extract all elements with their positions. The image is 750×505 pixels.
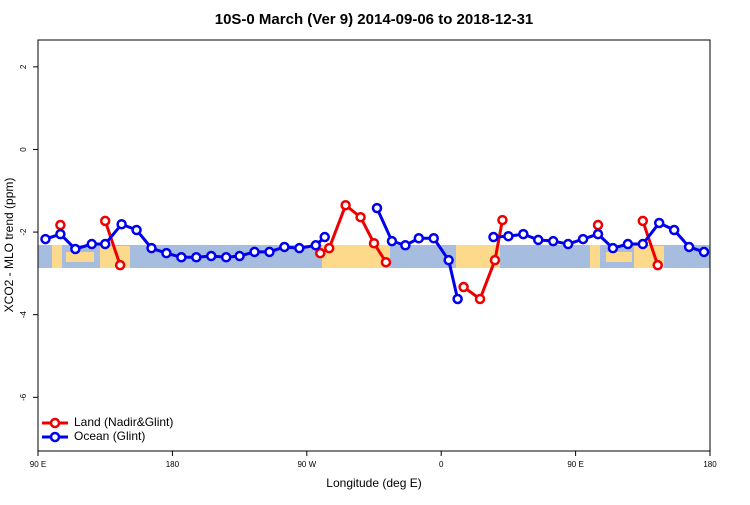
x-tick-label: 0 [439, 460, 444, 469]
point [99, 238, 111, 250]
point [413, 233, 425, 244]
point [131, 224, 142, 236]
point [314, 247, 326, 259]
point [161, 247, 172, 259]
point [86, 238, 98, 250]
point [518, 228, 529, 240]
point [191, 252, 202, 263]
chart-title: 10S-0 March (Ver 9) 2014-09-06 to 2018-1… [215, 11, 534, 28]
point [294, 242, 305, 254]
point [652, 259, 663, 271]
point [458, 281, 469, 293]
point [503, 230, 514, 242]
point [428, 233, 439, 244]
point [234, 250, 245, 262]
legend-marker [49, 417, 61, 429]
point [622, 238, 634, 250]
point [323, 242, 335, 254]
point [637, 215, 649, 227]
point [637, 238, 649, 250]
point [497, 214, 508, 226]
legend-label: Ocean (Glint) [74, 429, 145, 443]
point [474, 293, 486, 305]
point [607, 242, 619, 254]
point [698, 246, 710, 258]
point [70, 243, 81, 255]
point [592, 219, 604, 231]
point [114, 259, 126, 271]
point [319, 231, 330, 243]
point [533, 234, 544, 246]
point [264, 246, 275, 258]
y-tick-label: -6 [19, 393, 28, 401]
point [220, 252, 232, 263]
point [116, 218, 127, 230]
x-tick-label: 90 E [567, 460, 583, 469]
y-tick-label: 2 [19, 64, 28, 69]
point [176, 252, 187, 263]
point [400, 240, 411, 251]
point [488, 231, 499, 243]
land-patches [52, 245, 664, 268]
point [489, 254, 501, 266]
x-tick-label: 90 W [297, 460, 316, 469]
point [368, 237, 380, 249]
y-tick-label: -2 [19, 228, 28, 236]
x-tick-label: 90 E [30, 460, 46, 469]
point [668, 224, 680, 236]
point [310, 240, 322, 251]
point [40, 233, 51, 245]
x-tick-label: 180 [166, 460, 180, 469]
series-line [103, 202, 660, 302]
y-axis-label: XCO2 - MLO trend (ppm) [2, 178, 16, 313]
point [99, 215, 111, 227]
point [146, 242, 157, 254]
point [371, 202, 383, 214]
point [55, 219, 66, 231]
point [205, 250, 217, 262]
y-tick-label: -4 [19, 311, 28, 319]
point [452, 293, 463, 305]
point [592, 228, 604, 240]
point [386, 235, 398, 247]
legend-label: Land (Nadir&Glint) [74, 415, 173, 429]
point [683, 241, 695, 253]
plot-frame [37, 39, 711, 452]
point [340, 199, 351, 211]
point [443, 254, 454, 266]
legend-marker [49, 431, 61, 443]
x-tick-label: 180 [703, 460, 717, 469]
point [249, 246, 260, 258]
point [577, 233, 589, 245]
point [279, 241, 290, 253]
point [562, 238, 574, 250]
point [55, 228, 66, 240]
point [653, 217, 665, 229]
point [355, 211, 366, 223]
x-axis-label: Longitude (deg E) [326, 476, 421, 490]
y-tick-label: 0 [19, 147, 28, 152]
point [380, 256, 392, 268]
point [547, 235, 559, 247]
